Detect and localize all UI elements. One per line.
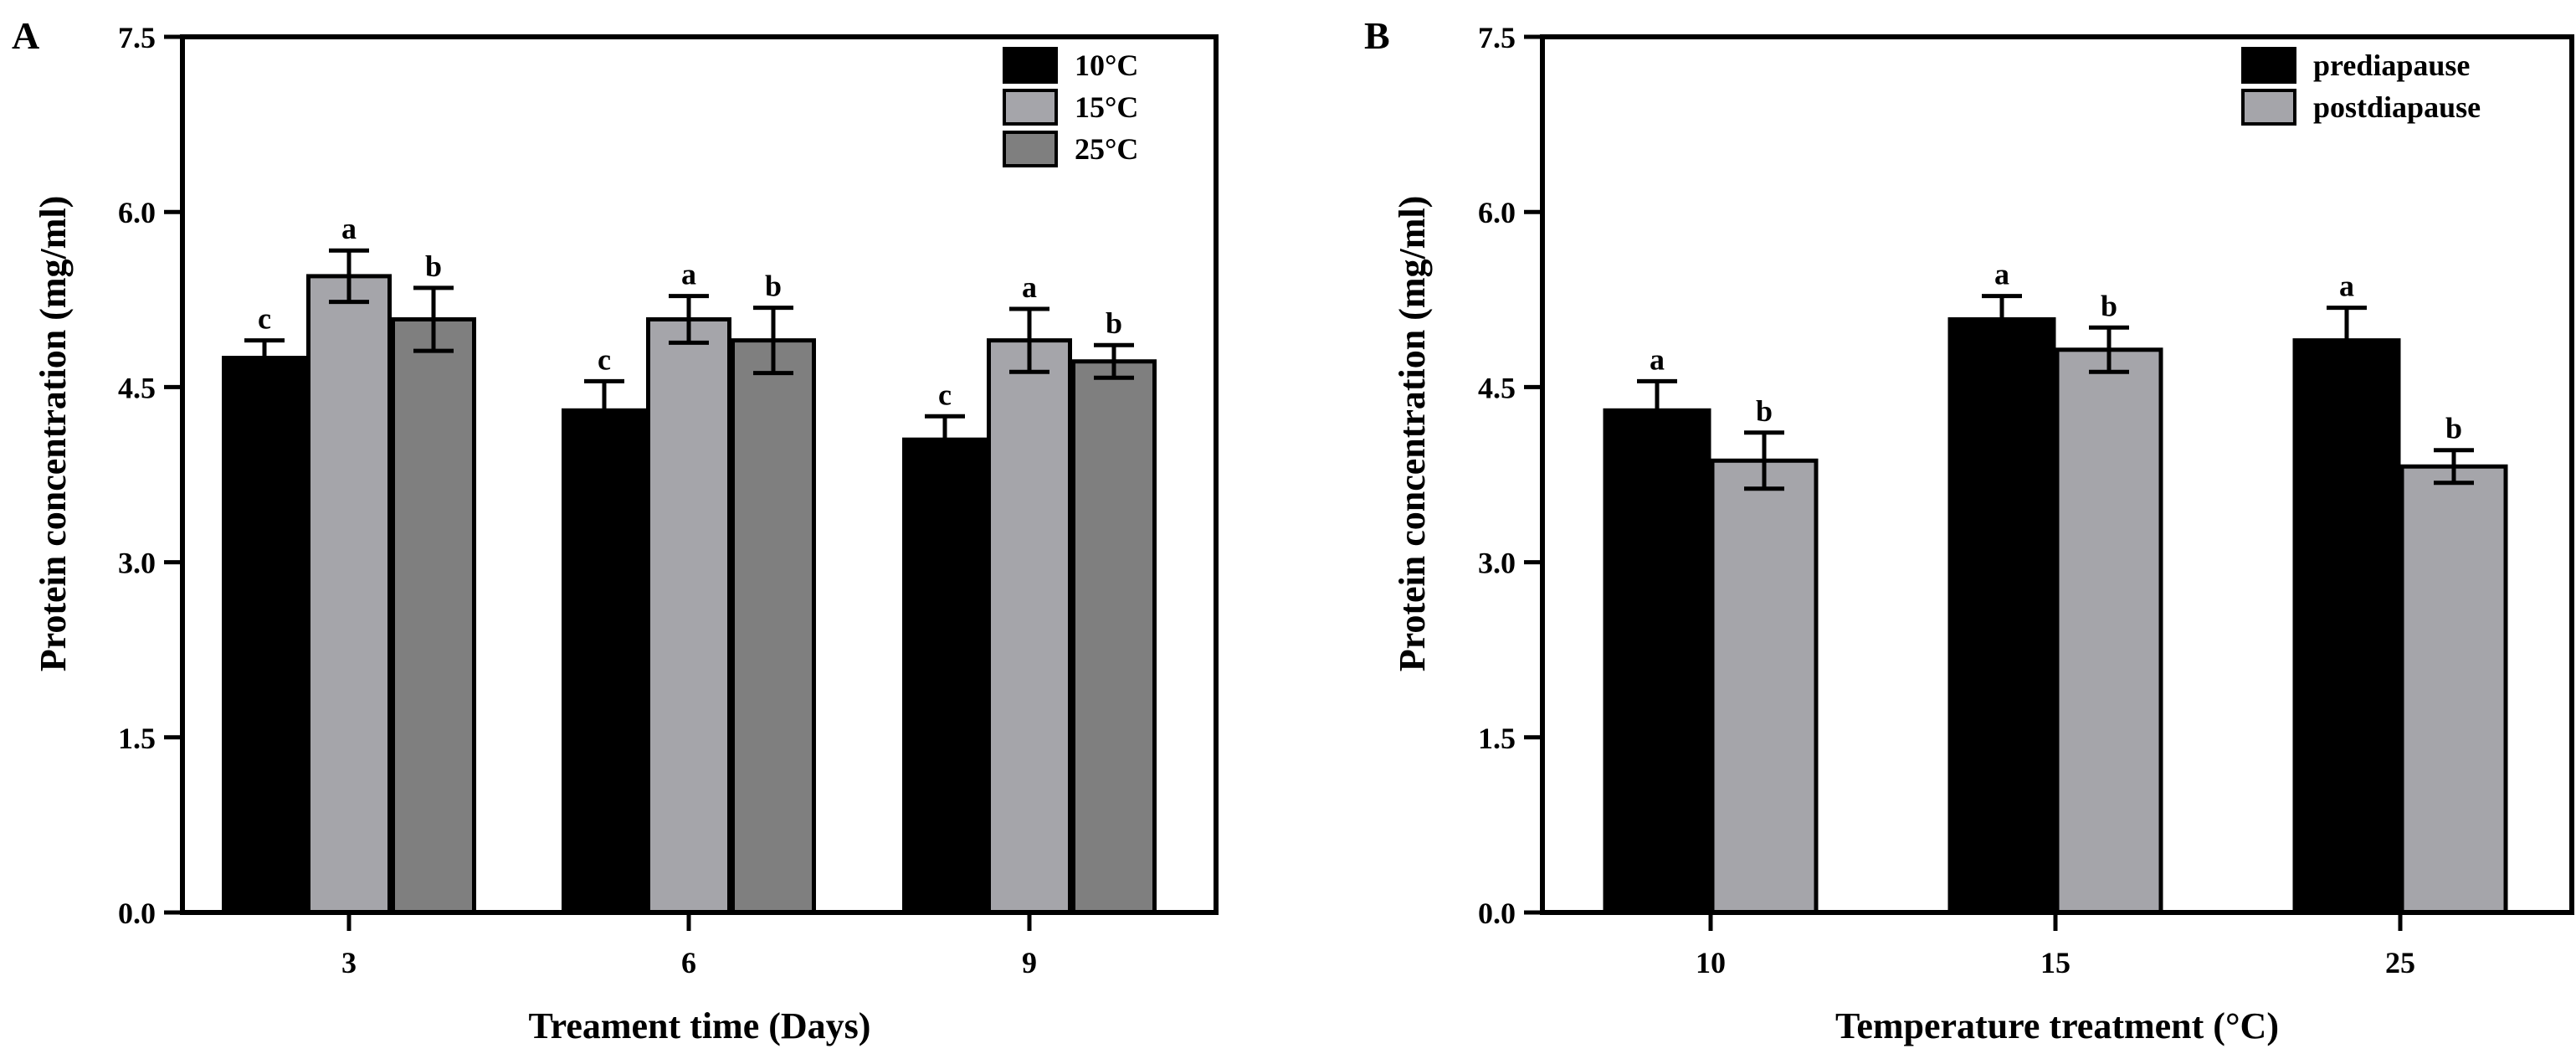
legend-swatch-25°C <box>1003 131 1058 167</box>
bar-15°C-6 <box>646 317 731 915</box>
significance-letter-15°C-3: a <box>341 212 357 245</box>
legend-swatch-postdiapause <box>2241 89 2296 126</box>
bar-10°C-9 <box>902 437 988 915</box>
significance-letter-10°C-3: c <box>258 302 271 336</box>
significance-letter-prediapause-25: a <box>2339 270 2354 303</box>
y-tick-label-6.0: 6.0 <box>118 196 156 229</box>
significance-letters-a: c a b c a b c a b <box>258 212 1122 411</box>
x-tick-label-10: 10 <box>1696 946 1726 979</box>
bar-prediapause-10 <box>1603 408 1711 915</box>
significance-letter-prediapause-15: a <box>1994 258 2009 291</box>
x-tick-label-15: 15 <box>2040 946 2071 979</box>
legend-label-prediapause: prediapause <box>2313 49 2470 82</box>
significance-letter-10°C-6: c <box>598 342 611 376</box>
bar-25°C-6 <box>731 338 816 915</box>
plot-frame <box>180 34 1219 915</box>
bar-postdiapause-15 <box>2055 347 2163 915</box>
x-tick-label-9: 9 <box>1022 946 1037 979</box>
bar-10°C-6 <box>562 408 647 915</box>
significance-letter-postdiapause-25: b <box>2445 412 2462 445</box>
panel-b: B a b a b a b 0.0 1.5 3.0 4.5 6.0 7.5 10 15 25 predi… <box>1364 14 2574 1046</box>
x-tick-label-3: 3 <box>341 946 357 979</box>
bar-15°C-9 <box>987 338 1072 915</box>
significance-letter-10°C-9: c <box>938 378 952 411</box>
y-tick-label-4.5: 4.5 <box>118 371 156 404</box>
y-tick-label-7.5: 7.5 <box>118 21 156 54</box>
bar-prediapause-25 <box>2292 338 2401 915</box>
axes-a <box>180 34 1219 915</box>
significance-letter-15°C-6: a <box>681 258 696 291</box>
bar-15°C-3 <box>306 274 392 915</box>
bar-prediapause-15 <box>1947 317 2056 915</box>
y-tick-label-0.0: 0.0 <box>118 897 156 930</box>
error-bars-b <box>1637 294 2474 491</box>
error-bars-a <box>244 248 1134 465</box>
legend-swatch-15°C <box>1003 89 1058 126</box>
legend-b: prediapause postdiapause <box>2241 47 2481 126</box>
legend-label-postdiapause: postdiapause <box>2313 90 2481 124</box>
y-tick-label-4.5: 4.5 <box>1478 371 1516 404</box>
y-tick-label-1.5: 1.5 <box>1478 722 1516 755</box>
legend-label-15°C: 15°C <box>1075 90 1138 124</box>
y-tick-label-3.0: 3.0 <box>118 547 156 580</box>
panel-label-b: B <box>1364 14 1390 57</box>
y-axis-title-b: Protein concentration (mg/ml) <box>1392 196 1433 672</box>
significance-letter-15°C-9: a <box>1022 270 1037 304</box>
legend-label-10°C: 10°C <box>1075 49 1138 82</box>
bar-postdiapause-10 <box>1710 458 1819 915</box>
bars-b <box>1603 317 2508 915</box>
x-ticks-b: 10 15 25 <box>1696 912 2415 979</box>
bar-25°C-9 <box>1071 359 1157 915</box>
y-tick-label-1.5: 1.5 <box>118 722 156 755</box>
x-ticks-a: 3 6 9 <box>341 912 1037 979</box>
y-tick-label-3.0: 3.0 <box>1478 547 1516 580</box>
y-ticks-a: 0.0 1.5 3.0 4.5 6.0 7.5 <box>118 21 182 930</box>
bar-10°C-3 <box>222 356 307 915</box>
x-tick-label-6: 6 <box>681 946 696 979</box>
y-axis-title-a: Protein concentration (mg/ml) <box>33 196 74 672</box>
x-axis-title-a: Treament time (Days) <box>529 1005 871 1046</box>
significance-letter-postdiapause-10: b <box>1756 394 1773 428</box>
legend-swatch-10°C <box>1003 47 1058 84</box>
y-ticks-b: 0.0 1.5 3.0 4.5 6.0 7.5 <box>1478 21 1542 930</box>
bar-25°C-3 <box>391 317 476 915</box>
y-tick-label-7.5: 7.5 <box>1478 21 1516 54</box>
x-axis-title-b: Temperature treatment (°C) <box>1835 1005 2279 1046</box>
legend-swatch-prediapause <box>2241 47 2296 84</box>
panel-label-a: A <box>12 14 39 57</box>
legend-label-25°C: 25°C <box>1075 132 1138 166</box>
bar-postdiapause-25 <box>2399 464 2508 915</box>
significance-letter-25°C-3: b <box>425 249 442 283</box>
significance-letters-b: a b a b a b <box>1650 258 2462 445</box>
y-tick-label-6.0: 6.0 <box>1478 196 1516 229</box>
legend-a: 10°C 15°C 25°C <box>1003 47 1138 167</box>
significance-letter-prediapause-10: a <box>1650 342 1665 376</box>
significance-letter-postdiapause-15: b <box>2101 289 2117 322</box>
x-tick-label-25: 25 <box>2385 946 2415 979</box>
significance-letter-25°C-6: b <box>765 270 782 303</box>
significance-letter-25°C-9: b <box>1106 306 1122 340</box>
y-tick-label-0.0: 0.0 <box>1478 897 1516 930</box>
